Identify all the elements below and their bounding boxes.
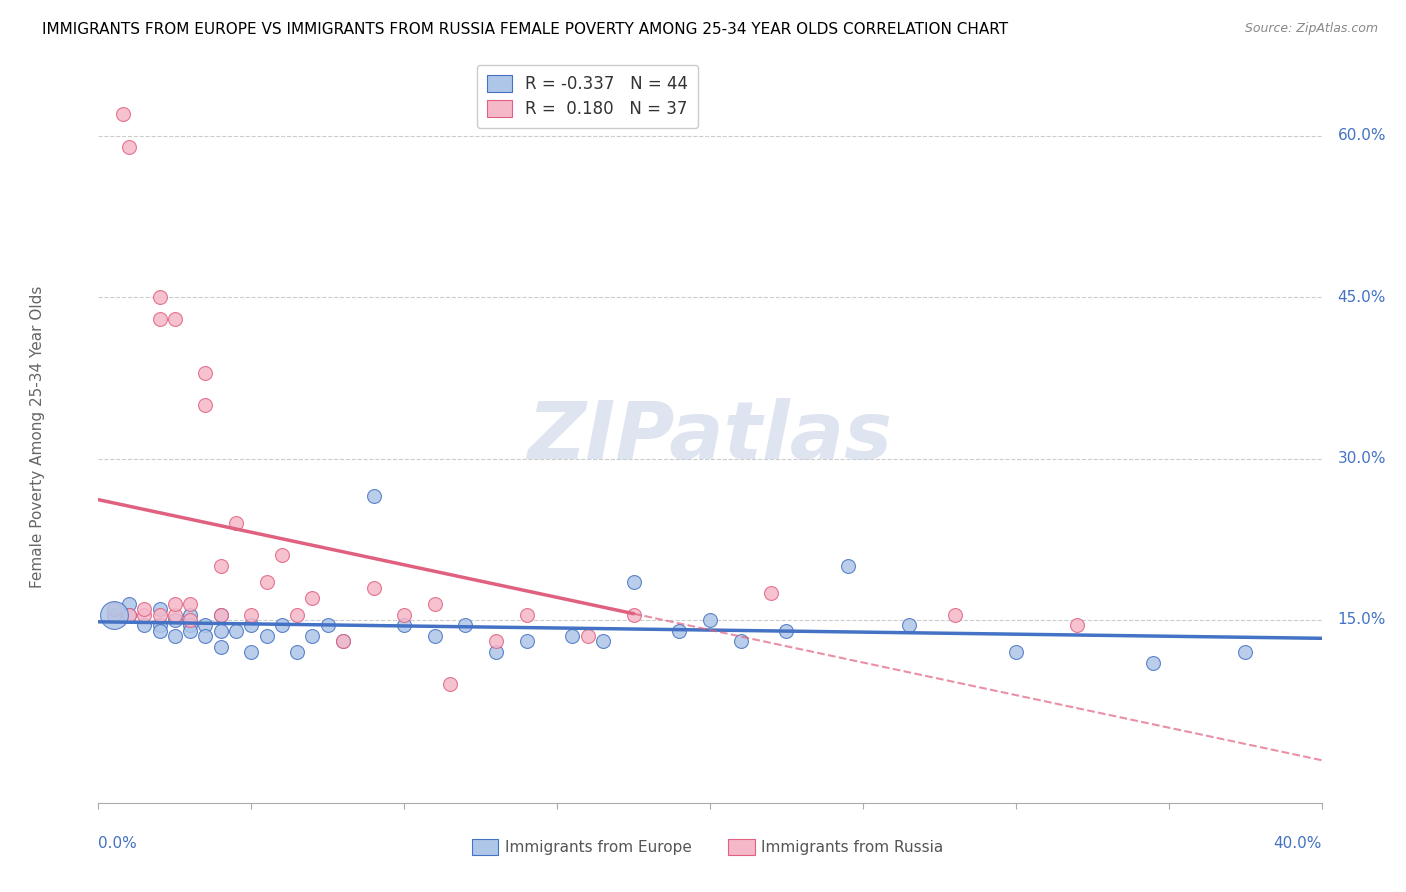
Text: Source: ZipAtlas.com: Source: ZipAtlas.com xyxy=(1244,22,1378,36)
Point xyxy=(134,618,156,632)
Point xyxy=(759,586,782,600)
Point xyxy=(209,607,232,622)
Point xyxy=(485,634,508,648)
Point xyxy=(576,629,599,643)
Point xyxy=(118,597,141,611)
Point xyxy=(943,607,966,622)
Point xyxy=(103,602,125,616)
Point xyxy=(111,107,134,121)
Point xyxy=(149,607,172,622)
Point xyxy=(149,311,172,326)
Point xyxy=(118,139,141,153)
Point xyxy=(270,618,292,632)
Text: ZIPatlas: ZIPatlas xyxy=(527,398,893,476)
Point xyxy=(623,575,645,590)
Point xyxy=(134,602,156,616)
Point xyxy=(837,559,859,574)
Point xyxy=(1142,656,1164,670)
Text: 15.0%: 15.0% xyxy=(1337,613,1386,627)
Point xyxy=(240,618,263,632)
Point xyxy=(301,629,323,643)
Point xyxy=(194,366,217,380)
Point xyxy=(592,634,614,648)
Point xyxy=(392,607,416,622)
Point xyxy=(285,645,308,659)
Point xyxy=(730,634,752,648)
Point xyxy=(392,618,416,632)
Point xyxy=(316,618,339,632)
FancyBboxPatch shape xyxy=(728,839,755,855)
Point xyxy=(134,607,156,622)
Text: Female Poverty Among 25-34 Year Olds: Female Poverty Among 25-34 Year Olds xyxy=(30,286,45,588)
Point xyxy=(209,607,232,622)
Point xyxy=(225,624,247,638)
Point xyxy=(149,624,172,638)
Point xyxy=(163,311,186,326)
Text: Immigrants from Russia: Immigrants from Russia xyxy=(762,840,943,855)
Point xyxy=(699,613,721,627)
Point xyxy=(897,618,920,632)
Point xyxy=(163,629,186,643)
Text: 60.0%: 60.0% xyxy=(1337,128,1386,144)
Point xyxy=(1234,645,1257,659)
Point xyxy=(194,629,217,643)
Point xyxy=(118,607,141,622)
Point xyxy=(240,645,263,659)
Point xyxy=(775,624,797,638)
Point xyxy=(209,640,232,654)
Point xyxy=(516,607,538,622)
Point xyxy=(256,575,278,590)
Text: 40.0%: 40.0% xyxy=(1274,836,1322,851)
Text: IMMIGRANTS FROM EUROPE VS IMMIGRANTS FROM RUSSIA FEMALE POVERTY AMONG 25-34 YEAR: IMMIGRANTS FROM EUROPE VS IMMIGRANTS FRO… xyxy=(42,22,1008,37)
Point xyxy=(194,618,217,632)
Point xyxy=(103,607,125,622)
Point xyxy=(163,613,186,627)
Point xyxy=(179,624,201,638)
Point xyxy=(454,618,477,632)
Point xyxy=(149,290,172,304)
Point xyxy=(179,597,201,611)
Legend: R = -0.337   N = 44, R =  0.180   N = 37: R = -0.337 N = 44, R = 0.180 N = 37 xyxy=(477,65,699,128)
Point xyxy=(179,618,201,632)
Point xyxy=(240,607,263,622)
Point xyxy=(1004,645,1026,659)
Text: 0.0%: 0.0% xyxy=(98,836,138,851)
Point xyxy=(1066,618,1088,632)
Point xyxy=(332,634,354,648)
Point xyxy=(194,398,217,412)
Point xyxy=(149,602,172,616)
Point xyxy=(118,607,141,622)
Point xyxy=(485,645,508,659)
Point xyxy=(363,581,385,595)
Point xyxy=(209,624,232,638)
Point xyxy=(163,607,186,622)
Point xyxy=(103,607,125,622)
Point xyxy=(225,516,247,530)
Point xyxy=(439,677,461,691)
Point xyxy=(516,634,538,648)
Text: Immigrants from Europe: Immigrants from Europe xyxy=(505,840,692,855)
Point xyxy=(149,618,172,632)
Point xyxy=(561,629,583,643)
Point xyxy=(103,607,125,622)
Point xyxy=(179,607,201,622)
Point xyxy=(179,613,201,627)
Point xyxy=(423,629,446,643)
Point xyxy=(332,634,354,648)
Point xyxy=(301,591,323,606)
Point xyxy=(163,597,186,611)
FancyBboxPatch shape xyxy=(471,839,498,855)
Point xyxy=(423,597,446,611)
Point xyxy=(285,607,308,622)
Point xyxy=(363,489,385,503)
Text: 30.0%: 30.0% xyxy=(1337,451,1386,467)
Text: 45.0%: 45.0% xyxy=(1337,290,1386,305)
Point xyxy=(668,624,690,638)
Point xyxy=(623,607,645,622)
Point xyxy=(209,559,232,574)
Point xyxy=(256,629,278,643)
Point xyxy=(270,549,292,563)
